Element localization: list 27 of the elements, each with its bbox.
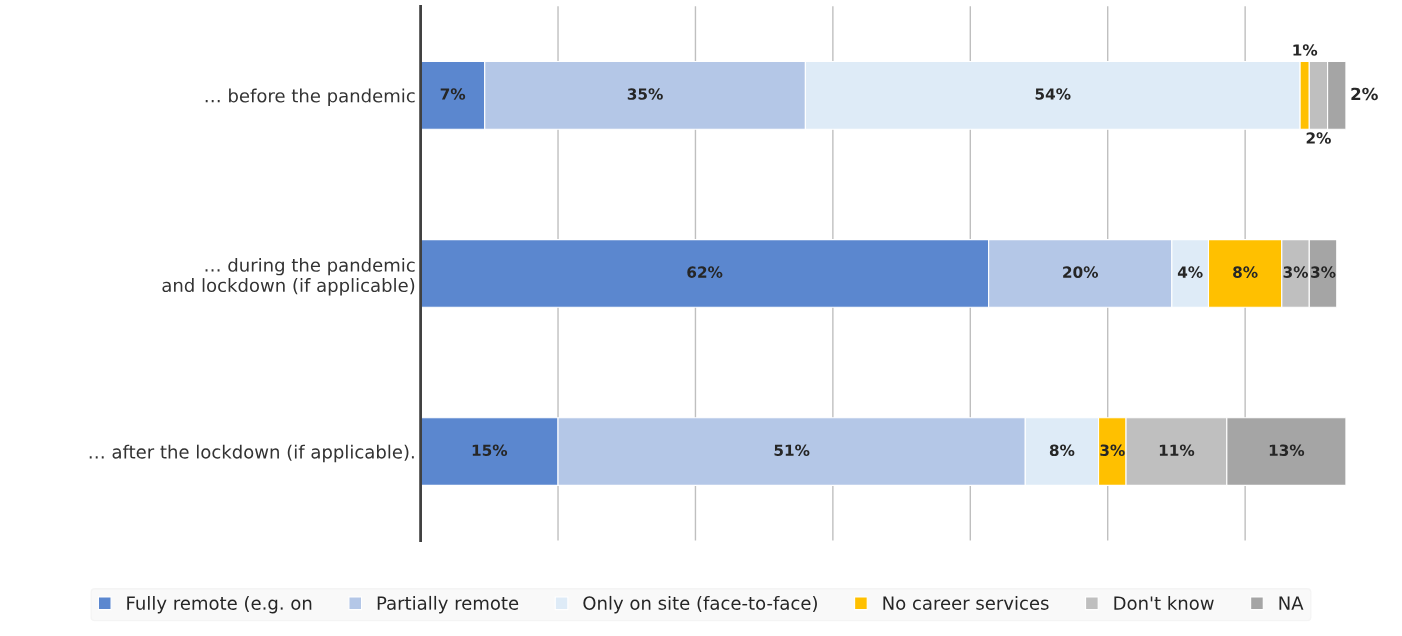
data-label: 54% — [1035, 88, 1071, 100]
data-label: 51% — [774, 444, 810, 456]
data-label: 4% — [1177, 266, 1203, 278]
data-label: 3% — [1100, 444, 1125, 456]
data-label: 2% — [1351, 87, 1378, 101]
data-label: 11% — [1159, 444, 1195, 456]
data-label: 35% — [627, 88, 663, 100]
data-label: 8% — [1049, 444, 1075, 456]
data-label: 20% — [1063, 266, 1099, 278]
data-label: 15% — [472, 444, 508, 456]
legend-label: Only on site (face-to-face) — [583, 595, 817, 614]
y-tick-label: … after the lockdown (if applicable). — [89, 444, 414, 463]
data-label: 7% — [440, 88, 466, 100]
legend-label: Partially remote — [377, 595, 519, 614]
legend-label: Don't know — [1114, 595, 1214, 610]
y-tick-label: … before the pandemic — [205, 88, 415, 107]
data-label: 3% — [1311, 266, 1336, 278]
data-label: 62% — [687, 266, 723, 278]
data-label: 8% — [1233, 266, 1258, 278]
data-label: 2% — [1306, 132, 1331, 144]
legend-label: Fully remote (e.g. on — [127, 595, 312, 614]
y-tick-label: … during the pandemic and lockdown (if applicable) — [162, 257, 415, 296]
data-label: 3% — [1283, 266, 1309, 278]
data-label: 1% — [1293, 44, 1318, 56]
legend-label: NA — [1279, 596, 1304, 610]
legend-label: No career services — [883, 595, 1049, 610]
data-label: 13% — [1269, 444, 1305, 456]
